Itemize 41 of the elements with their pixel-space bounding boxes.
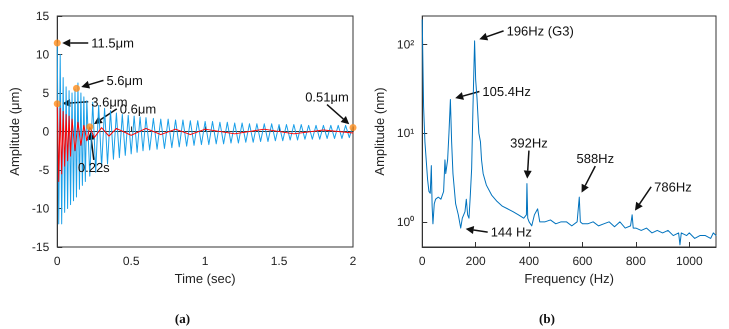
x-tick-label: 0 [418,254,426,268]
annotation: 588Hz [576,151,614,166]
x-tick-label: 1000 [676,254,703,268]
y-tick-label: 10 [36,48,50,62]
y-axis-title: Amplitude (μm) [7,87,22,176]
y-tick-label: 5 [42,86,50,100]
x-tick-label: 200 [466,254,486,268]
y-tick-label: 10⁰ [396,214,414,229]
x-tick-label: 400 [519,254,540,268]
y-tick-label: 15 [36,9,50,23]
x-tick-label: 1 [202,254,209,268]
x-tick-label: 800 [626,254,646,268]
x-tick-label: 600 [572,254,593,268]
x-tick-label: 1.5 [270,254,288,268]
y-tick-label: 10² [396,38,414,52]
y-tick-label: -5 [38,163,50,177]
annotation: 0.51μm [305,90,349,105]
x-axis-title: Frequency (Hz) [524,270,614,286]
annotation: 11.5μm [91,35,134,50]
annotation: 392Hz [510,136,548,151]
y-tick-label: 10¹ [396,126,414,140]
text: (a) [174,311,190,326]
line-series [422,19,716,246]
x-axis-title: Time (sec) [174,270,236,286]
text: (b) [539,311,555,326]
annotation: 5.6μm [106,72,143,88]
point [86,123,94,130]
annotation: 105.4Hz [482,84,531,99]
annotation: 144 Hz [490,224,532,240]
y-axis-title: Amplitude (nm) [372,87,387,176]
x-tick-label: 0.5 [122,254,140,268]
x-tick-label: 0 [54,254,61,268]
annotation: 196Hz (G3) [506,23,574,38]
annotation: 786Hz [654,179,692,194]
point [54,100,61,108]
point [72,84,80,92]
x-tick-label: 2 [350,254,357,268]
point [54,39,61,46]
y-tick-label: -10 [32,202,50,216]
y-tick-label: 0 [42,124,50,138]
y-tick-label: -15 [32,240,50,254]
